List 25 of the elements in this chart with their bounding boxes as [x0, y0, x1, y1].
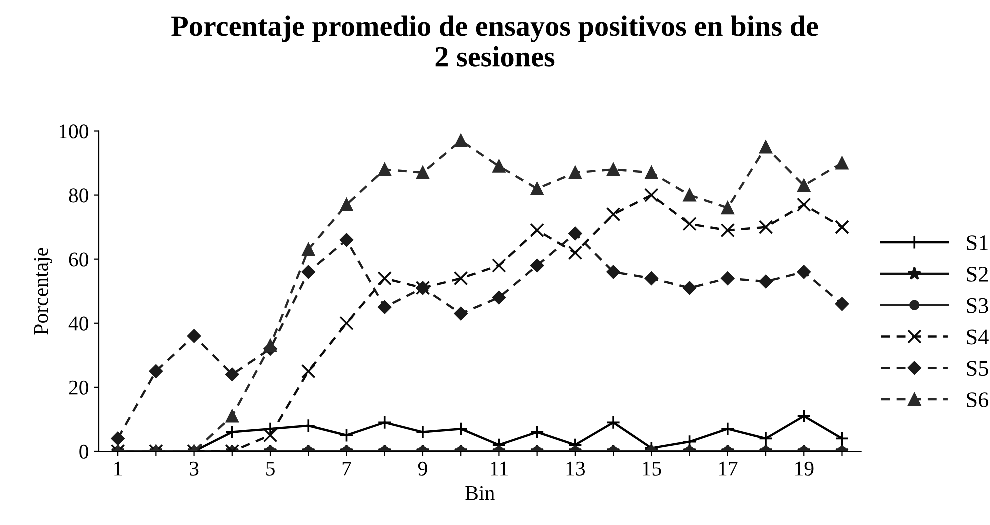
x-tick-label: 1: [114, 462, 122, 476]
legend-label: S6: [967, 392, 989, 408]
x-tick-label: 17: [719, 462, 738, 476]
legend-label: S4: [967, 330, 989, 345]
legend-label: S1: [967, 236, 988, 251]
x-tick-label: 3: [190, 462, 199, 476]
chart-title: Porcentaje promedio de ensayos positivos en bins de 2 sesiones: [172, 16, 818, 67]
y-tick-label: 80: [69, 188, 88, 203]
y-tick-label: 0: [80, 444, 88, 459]
y-tick-label: 60: [69, 252, 88, 267]
x-tick-label: 7: [342, 462, 352, 476]
y-tick-label: 100: [60, 124, 88, 139]
y-tick-label: 20: [69, 380, 88, 395]
x-tick-label: 9: [418, 462, 428, 476]
legend-label: S3: [967, 298, 988, 314]
legend-label: S2: [967, 266, 988, 282]
x-tick-label: 11: [491, 462, 508, 476]
x-tick-label: 13: [566, 462, 586, 476]
x-tick-label: 15: [643, 462, 662, 476]
x-tick-label: 5: [266, 462, 275, 476]
legend-label: S5: [967, 361, 988, 376]
y-axis-title: Porcentaje: [34, 248, 52, 335]
x-tick-label: 19: [796, 462, 814, 476]
x-axis-title: Bin: [466, 486, 495, 500]
y-tick-label: 40: [68, 316, 88, 331]
